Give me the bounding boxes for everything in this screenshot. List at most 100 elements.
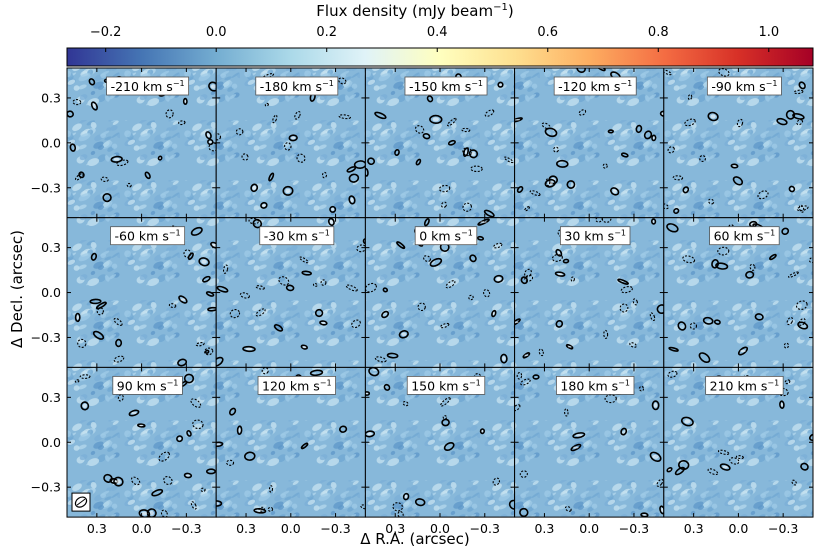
contour-positive	[673, 208, 680, 214]
colorbar: −0.2 0.0 0.2 0.4 0.6 0.8 1.0	[66, 25, 814, 67]
contour-positive	[797, 321, 809, 330]
contour-negative	[272, 114, 278, 124]
contour-negative	[524, 206, 530, 212]
svg-text:-30 km s−1: -30 km s−1	[264, 229, 330, 244]
contour-negative	[524, 268, 532, 278]
y-tick-label: −0.3	[31, 330, 61, 345]
contour-positive	[643, 130, 653, 140]
channel-panel: 0 km s−1	[364, 217, 516, 368]
colorbar-tick-label: 0.8	[648, 25, 669, 40]
contour-negative	[204, 347, 214, 356]
contour-positive	[732, 176, 744, 186]
colorbar-tick-label: 1.0	[758, 25, 779, 40]
contour-negative	[699, 155, 707, 162]
contour-negative	[717, 449, 730, 455]
contour-negative	[783, 342, 790, 349]
contour-positive	[514, 117, 523, 123]
contour-positive	[500, 353, 508, 364]
y-tick-label: −0.3	[31, 480, 61, 495]
contour-negative	[603, 329, 609, 339]
contour-negative	[808, 256, 813, 264]
contour-positive	[329, 205, 337, 213]
x-tick-label: 0.3	[534, 521, 554, 536]
contour-negative	[604, 394, 617, 404]
x-tick-label: −0.3	[619, 521, 649, 536]
contour-positive	[187, 252, 194, 260]
contour-negative	[784, 379, 791, 385]
contour-positive	[635, 124, 643, 134]
contour-positive	[792, 112, 805, 120]
contour-negative	[440, 397, 451, 407]
velocity-label: -90 km s−1	[706, 76, 782, 96]
contour-negative	[667, 370, 678, 378]
contour-negative	[791, 479, 797, 486]
channel-panel: -150 km s−1	[364, 67, 516, 219]
contour-positive	[69, 143, 77, 152]
contour-positive	[115, 338, 123, 348]
contour-negative	[312, 282, 318, 287]
contour-positive	[737, 346, 749, 356]
contour-negative	[168, 303, 177, 309]
y-tick-label: 0.3	[41, 90, 61, 105]
contour-positive	[157, 155, 163, 161]
contour-negative	[158, 451, 170, 462]
x-tick-label: 0.3	[684, 521, 704, 536]
contour-positive	[348, 195, 356, 205]
channel-panel: 210 km s−1	[663, 366, 814, 518]
contour-positive	[216, 285, 229, 293]
contour-positive	[348, 173, 360, 183]
channel-panel: -120 km s−1	[514, 67, 665, 219]
contour-positive	[617, 278, 630, 285]
contour-positive	[202, 275, 211, 283]
contour-negative	[338, 77, 347, 85]
channel-panel: 30 km s−1	[514, 217, 665, 368]
contour-positive	[415, 158, 422, 166]
contour-positive	[374, 111, 387, 120]
velocity-label: -60 km s−1	[110, 226, 186, 246]
contour-positive	[137, 423, 146, 428]
channel-panel: -30 km s−1	[215, 217, 366, 368]
contour-negative	[798, 204, 805, 213]
contour-negative	[684, 118, 696, 127]
contour-negative	[786, 316, 794, 326]
contour-positive	[89, 298, 102, 305]
contour-negative	[718, 68, 730, 77]
contour-positive	[92, 330, 105, 340]
channel-panel: 90 km s−1	[66, 366, 217, 518]
contour-positive	[144, 171, 151, 180]
contour-negative	[564, 505, 572, 512]
contour-positive	[570, 443, 582, 452]
contour-positive	[113, 476, 124, 487]
contour-negative	[165, 109, 174, 119]
contour-positive	[402, 492, 410, 501]
contour-positive	[788, 185, 796, 193]
contour-positive	[273, 324, 284, 332]
svg-text:-180 km s−1: -180 km s−1	[260, 79, 334, 94]
contour-positive	[183, 472, 193, 479]
svg-text:0 km s−1: 0 km s−1	[419, 229, 473, 244]
contour-positive	[110, 155, 123, 163]
contour-positive	[205, 291, 215, 297]
contour-negative	[667, 146, 675, 154]
contour-negative	[735, 455, 744, 460]
contour-positive	[730, 163, 739, 169]
contour-positive	[309, 369, 324, 377]
contour-negative	[493, 242, 503, 249]
contour-negative	[116, 159, 129, 167]
contour-positive	[678, 459, 690, 471]
svg-text:210 km s−1: 210 km s−1	[710, 378, 780, 393]
contour-positive	[668, 346, 679, 352]
contour-negative	[126, 182, 132, 188]
contour-negative	[235, 128, 244, 136]
contour-positive	[544, 127, 558, 138]
channel-panel: 60 km s−1	[663, 217, 814, 368]
x-axis: 0.3 0.0 −0.3 0.3 0.0 −0.3 0.3 0.0 −0.3 0.3 0.0 −0.3…	[87, 521, 798, 536]
svg-text:-120 km s−1: -120 km s−1	[558, 79, 632, 94]
x-tick-label: −0.3	[470, 521, 500, 536]
contour-negative	[190, 398, 202, 408]
contour-negative	[356, 244, 366, 253]
contour-positive	[386, 352, 399, 359]
contour-positive	[300, 442, 309, 450]
contour-negative	[470, 165, 483, 173]
